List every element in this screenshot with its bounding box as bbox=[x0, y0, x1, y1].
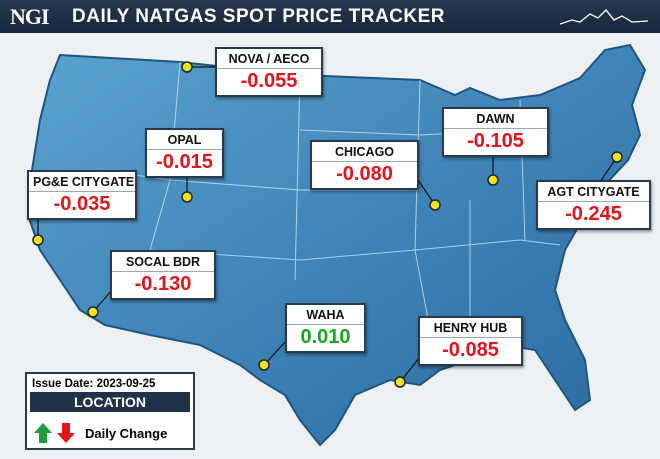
location-name: SOCAL BDR bbox=[112, 252, 214, 272]
location-name: HENRY HUB bbox=[420, 318, 521, 338]
daily-change: -0.130 bbox=[134, 273, 192, 295]
location-box: WAHA 0.010 bbox=[285, 303, 366, 353]
issue-date-label: Issue Date: bbox=[32, 378, 94, 390]
location-name: AGT CITYGATE bbox=[538, 182, 649, 202]
logo: NGI bbox=[10, 4, 50, 29]
location-box: OPAL -0.015 bbox=[145, 128, 224, 178]
daily-change: -0.085 bbox=[442, 339, 499, 361]
daily-change: -0.105 bbox=[467, 130, 524, 152]
legend-daily-change: Daily Change bbox=[85, 426, 168, 441]
daily-change: -0.035 bbox=[53, 193, 111, 215]
location-box: DAWN -0.105 bbox=[442, 107, 549, 157]
location-name: CHICAGO bbox=[312, 142, 417, 162]
issue-date: Issue Date: 2023-09-25 bbox=[27, 374, 193, 392]
daily-change: -0.080 bbox=[336, 163, 393, 185]
header: NGI DAILY NATGAS SPOT PRICE TRACKER bbox=[0, 0, 660, 33]
location-name: DAWN bbox=[444, 109, 547, 129]
location-name: WAHA bbox=[287, 305, 364, 325]
daily-change: -0.245 bbox=[565, 203, 622, 225]
location-box: PG&E CITYGATE -0.035 bbox=[27, 170, 137, 220]
location-box: SOCAL BDR -0.130 bbox=[110, 250, 216, 300]
location-name: OPAL bbox=[147, 130, 222, 150]
location-box: HENRY HUB -0.085 bbox=[418, 316, 523, 366]
legend: Issue Date: 2023-09-25 LOCATION Daily Ch… bbox=[25, 372, 195, 450]
daily-change: -0.015 bbox=[156, 151, 213, 173]
sparkline-icon bbox=[560, 9, 649, 25]
title: DAILY NATGAS SPOT PRICE TRACKER bbox=[72, 6, 446, 27]
location-name: NOVA / AECO bbox=[217, 49, 321, 69]
location-box: CHICAGO -0.080 bbox=[310, 140, 419, 190]
location-box: NOVA / AECO -0.055 bbox=[215, 47, 323, 97]
issue-date-value: 2023-09-25 bbox=[96, 378, 156, 390]
location-name: PG&E CITYGATE bbox=[29, 172, 135, 192]
legend-location: LOCATION bbox=[30, 392, 190, 412]
location-box: AGT CITYGATE -0.245 bbox=[536, 180, 651, 230]
daily-change: -0.055 bbox=[240, 70, 298, 92]
daily-change: 0.010 bbox=[300, 326, 351, 348]
change-arrows bbox=[34, 423, 75, 443]
